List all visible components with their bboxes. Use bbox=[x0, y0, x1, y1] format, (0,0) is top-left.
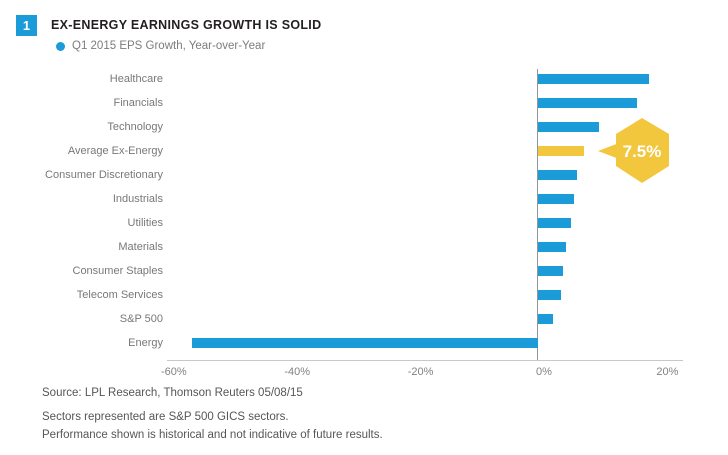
bar-telecom-services bbox=[538, 289, 561, 300]
category-label-energy: Energy bbox=[128, 336, 163, 349]
category-label-consumer-staples: Consumer Staples bbox=[72, 264, 164, 277]
chart-legend: Q1 2015 EPS Growth, Year-over-Year bbox=[56, 40, 265, 53]
source-text: Source: LPL Research, Thomson Reuters 05… bbox=[42, 387, 303, 399]
category-label-average-ex-energy: Average Ex-Energy bbox=[67, 144, 163, 157]
x-tick-label: -20% bbox=[407, 366, 434, 378]
disclosure-note-2: Performance shown is historical and not … bbox=[42, 429, 383, 441]
bar-financials bbox=[538, 97, 637, 108]
bar-average-ex-energy bbox=[538, 145, 585, 156]
category-label-healthcare: Healthcare bbox=[109, 72, 163, 85]
category-label-utilities: Utilities bbox=[127, 216, 163, 229]
figure-number-badge: 1 bbox=[16, 15, 37, 36]
x-tick-label: -60% bbox=[160, 366, 187, 378]
category-label-s-p-500: S&P 500 bbox=[119, 312, 163, 325]
category-label-telecom-services: Telecom Services bbox=[76, 288, 163, 301]
callout-value: 7.5% bbox=[623, 142, 662, 161]
legend-dot-icon bbox=[56, 42, 65, 51]
category-label-technology: Technology bbox=[107, 120, 163, 133]
bar-industrials bbox=[538, 193, 575, 204]
bar-healthcare bbox=[538, 73, 650, 84]
category-label-consumer-discretionary: Consumer Discretionary bbox=[45, 168, 163, 181]
bar-consumer-staples bbox=[538, 265, 563, 276]
zero-axis-line bbox=[537, 69, 538, 360]
bar-materials bbox=[538, 241, 566, 252]
disclosure-note-1: Sectors represented are S&P 500 GICS sec… bbox=[42, 411, 289, 423]
callout-pointer-icon bbox=[598, 143, 619, 159]
callout-hexagon-icon bbox=[616, 118, 669, 183]
bar-consumer-discretionary bbox=[538, 169, 577, 180]
legend-label: Q1 2015 EPS Growth, Year-over-Year bbox=[72, 40, 266, 52]
callout-bubble: 7.5% bbox=[598, 118, 669, 183]
category-label-financials: Financials bbox=[113, 96, 163, 109]
bar-energy bbox=[192, 337, 538, 348]
bar-utilities bbox=[538, 217, 571, 228]
x-tick-label: -40% bbox=[284, 366, 311, 378]
x-tick-label: 0% bbox=[536, 366, 552, 378]
x-tick-label: 20% bbox=[656, 366, 679, 378]
x-axis-line bbox=[167, 360, 683, 361]
figure-title: EX-ENERGY EARNINGS GROWTH IS SOLID bbox=[51, 18, 322, 32]
category-label-materials: Materials bbox=[118, 240, 163, 253]
bar-s-p-500 bbox=[538, 313, 553, 324]
category-label-industrials: Industrials bbox=[112, 192, 163, 205]
bar-technology bbox=[538, 121, 600, 132]
